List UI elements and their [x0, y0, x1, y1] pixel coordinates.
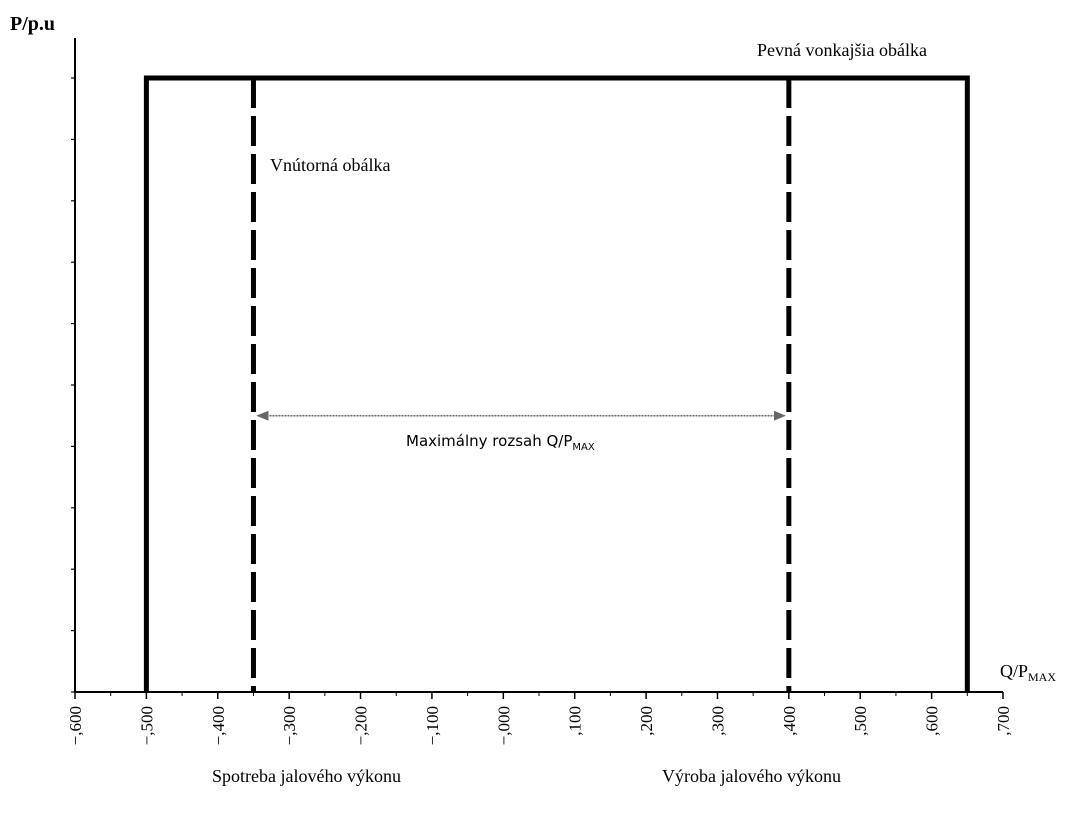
x-tick-label: ,400 [780, 706, 799, 736]
y-axis-ticks [71, 77, 75, 693]
x-axis-label-main: Q/P [1000, 661, 1028, 681]
x-axis-ticks [74, 692, 1004, 699]
max-range-label-main: Maximálny rozsah Q/P [406, 432, 572, 450]
x-tick-label: −,300 [280, 706, 299, 745]
x-tick-label: ,700 [994, 706, 1013, 736]
outer-envelope-line [143, 75, 970, 692]
x-axis-label-subscript: MAX [1028, 670, 1056, 684]
x-tick-label: −,500 [137, 706, 156, 745]
x-tick-label: −,200 [352, 706, 371, 745]
x-tick-label: ,500 [851, 706, 870, 736]
x-axis-label: Q/PMAX [1000, 661, 1056, 684]
consumption-label: Spotreba jalového výkonu [212, 766, 401, 786]
y-axis-label: P/p.u [10, 13, 55, 35]
x-tick-label: −,400 [209, 706, 228, 745]
production-label: Výroba jalového výkonu [662, 766, 841, 786]
x-axis-tick-labels: −,600 −,500 −,400 −,300 −,200 −,100 −,000 ,100,… [66, 706, 1013, 745]
max-range-label: Maximálny rozsah Q/PMAX [406, 432, 595, 453]
x-tick-label: ,200 [637, 706, 656, 736]
x-tick-label: −,000 [494, 706, 513, 745]
inner-envelope-label: Vnútorná obálka [270, 155, 390, 175]
x-tick-label: −,600 [66, 706, 85, 745]
max-range-label-subscript: MAX [572, 442, 594, 453]
x-tick-label: ,100 [566, 706, 585, 736]
x-tick-label: −,100 [423, 706, 442, 745]
x-tick-label: ,300 [708, 706, 727, 736]
x-tick-label: ,600 [923, 706, 942, 736]
outer-envelope-label: Pevná vonkajšia obálka [757, 40, 927, 60]
